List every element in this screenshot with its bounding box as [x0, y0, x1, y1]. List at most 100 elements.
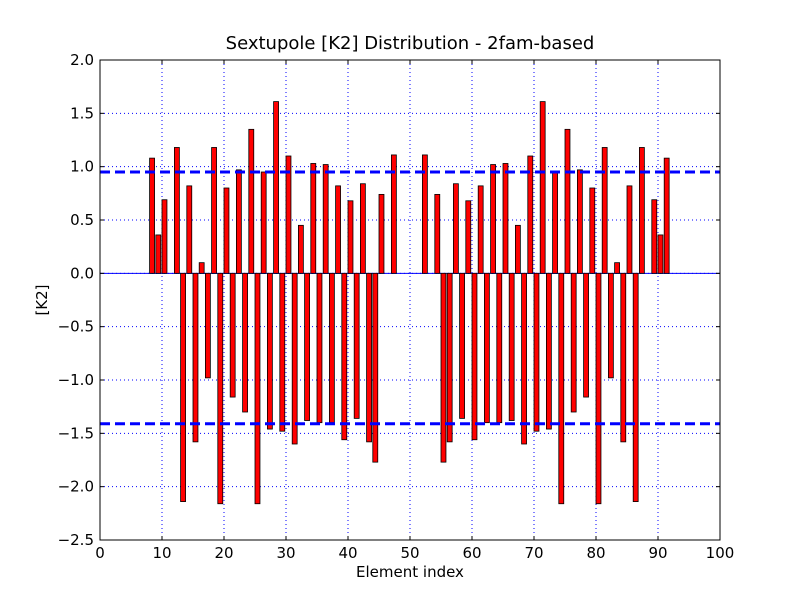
bar	[390, 154, 397, 274]
reference-lines	[100, 170, 720, 426]
bar	[521, 272, 527, 445]
bar	[564, 128, 571, 274]
bar	[452, 183, 459, 274]
bar	[502, 163, 509, 274]
bar	[490, 164, 496, 274]
bar	[527, 155, 534, 274]
bar	[657, 234, 664, 274]
x-tick-label: 20	[214, 544, 233, 562]
y-tick-label: −1.5	[58, 424, 94, 442]
bar	[353, 272, 360, 419]
bar	[248, 128, 255, 274]
x-tick-label: 40	[338, 544, 357, 562]
bar	[434, 193, 441, 274]
bar	[608, 272, 614, 379]
bar	[570, 272, 577, 413]
bar	[496, 272, 503, 424]
bar	[471, 272, 478, 441]
bar	[279, 272, 286, 432]
bar	[217, 272, 224, 505]
bar	[229, 272, 236, 398]
bar	[421, 154, 428, 274]
bar	[180, 272, 186, 503]
y-tick-label: 0.0	[70, 264, 94, 282]
y-axis-label: [K2]	[33, 284, 51, 315]
y-tick-label: −2.0	[58, 478, 94, 496]
chart-title: Sextupole [K2] Distribution - 2fam-based	[226, 33, 595, 54]
bar	[583, 272, 589, 398]
x-tick-label: 80	[586, 544, 605, 562]
bar	[211, 147, 217, 274]
bar	[310, 163, 317, 274]
y-tick-label: −0.5	[58, 318, 94, 336]
y-tick-label: 2.0	[70, 51, 94, 69]
bar	[465, 200, 472, 274]
bar	[192, 272, 199, 443]
x-tick-label: 100	[706, 544, 735, 562]
bar	[173, 147, 180, 274]
bar	[273, 101, 279, 274]
bar	[260, 171, 267, 274]
bar	[322, 164, 329, 274]
bar	[304, 272, 310, 421]
x-tick-label: 70	[524, 544, 543, 562]
bar	[546, 272, 552, 430]
bar	[552, 171, 558, 274]
bar	[483, 272, 490, 424]
bar	[297, 224, 304, 274]
bar	[446, 272, 453, 443]
bar	[347, 200, 354, 274]
x-tick-label: 90	[648, 544, 667, 562]
bar	[285, 155, 292, 274]
y-tick-label: −1.0	[58, 371, 94, 389]
y-tick-label: 0.5	[70, 211, 94, 229]
y-tick-label: 1.5	[70, 104, 94, 122]
x-tick-label: 10	[152, 544, 171, 562]
bar	[508, 272, 515, 421]
bar	[440, 272, 447, 463]
bar	[366, 272, 372, 443]
bar	[595, 272, 602, 505]
bar	[186, 185, 193, 274]
bar	[626, 185, 633, 274]
bar	[149, 157, 155, 274]
bar	[639, 147, 645, 274]
x-tick-label: 50	[400, 544, 419, 562]
bar	[601, 147, 608, 274]
x-tick-label: 30	[276, 544, 295, 562]
bar	[632, 272, 639, 503]
bar	[539, 101, 546, 274]
bar	[155, 234, 162, 274]
bar	[328, 272, 335, 424]
y-tick-label: 1.0	[70, 158, 94, 176]
bar	[335, 185, 341, 274]
bar	[515, 224, 521, 274]
bar	[620, 272, 627, 443]
bar	[663, 157, 670, 274]
x-tick-label: 0	[95, 544, 105, 562]
bar	[558, 272, 565, 505]
bar	[204, 272, 211, 379]
bar	[198, 262, 205, 274]
bar	[235, 169, 242, 274]
bar	[651, 199, 658, 274]
bar	[341, 272, 348, 441]
bar	[266, 272, 273, 430]
bar	[161, 199, 168, 274]
x-tick-label: 60	[462, 544, 481, 562]
bar	[589, 187, 596, 274]
bar	[242, 272, 248, 413]
bar	[223, 187, 230, 274]
bar	[614, 262, 620, 274]
bar	[533, 272, 540, 432]
y-tick-label: −2.5	[58, 531, 94, 549]
bar	[359, 183, 366, 274]
bar	[291, 272, 298, 445]
bar	[372, 272, 379, 463]
bar	[459, 272, 465, 419]
bar	[477, 185, 484, 274]
bar	[316, 272, 323, 424]
bar	[378, 193, 385, 274]
bar	[254, 272, 261, 505]
